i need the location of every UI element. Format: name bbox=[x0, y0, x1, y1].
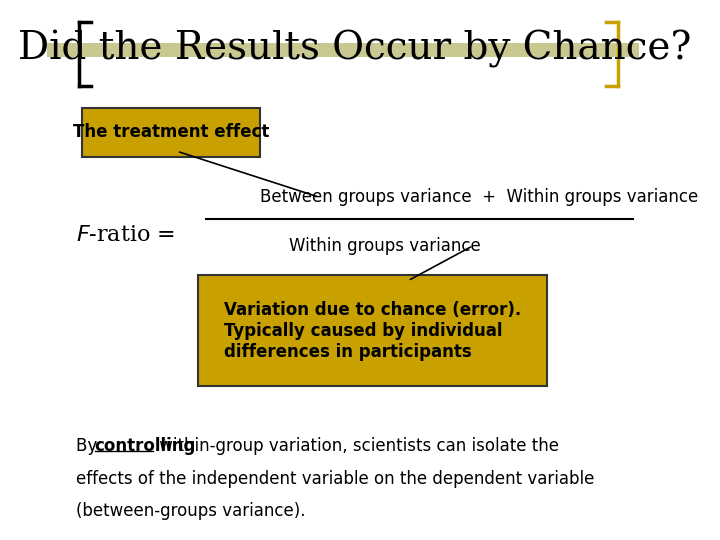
Text: Between groups variance  +  Within groups variance: Between groups variance + Within groups … bbox=[260, 188, 698, 206]
Text: effects of the independent variable on the dependent variable: effects of the independent variable on t… bbox=[76, 470, 595, 488]
Text: $\mathit{F}$-ratio =: $\mathit{F}$-ratio = bbox=[76, 224, 178, 246]
Text: controlling: controlling bbox=[94, 437, 196, 455]
Text: Variation due to chance (error).
Typically caused by individual
differences in p: Variation due to chance (error). Typical… bbox=[224, 301, 521, 361]
Text: By: By bbox=[76, 437, 103, 455]
Text: (between-groups variance).: (between-groups variance). bbox=[76, 502, 306, 520]
Text: Did the Results Occur by Chance?: Did the Results Occur by Chance? bbox=[18, 30, 691, 68]
FancyBboxPatch shape bbox=[197, 275, 547, 386]
FancyBboxPatch shape bbox=[47, 43, 639, 57]
FancyBboxPatch shape bbox=[82, 108, 260, 157]
Text: within-group variation, scientists can isolate the: within-group variation, scientists can i… bbox=[154, 437, 559, 455]
Text: The treatment effect: The treatment effect bbox=[73, 123, 269, 141]
Text: Within groups variance: Within groups variance bbox=[289, 237, 481, 255]
